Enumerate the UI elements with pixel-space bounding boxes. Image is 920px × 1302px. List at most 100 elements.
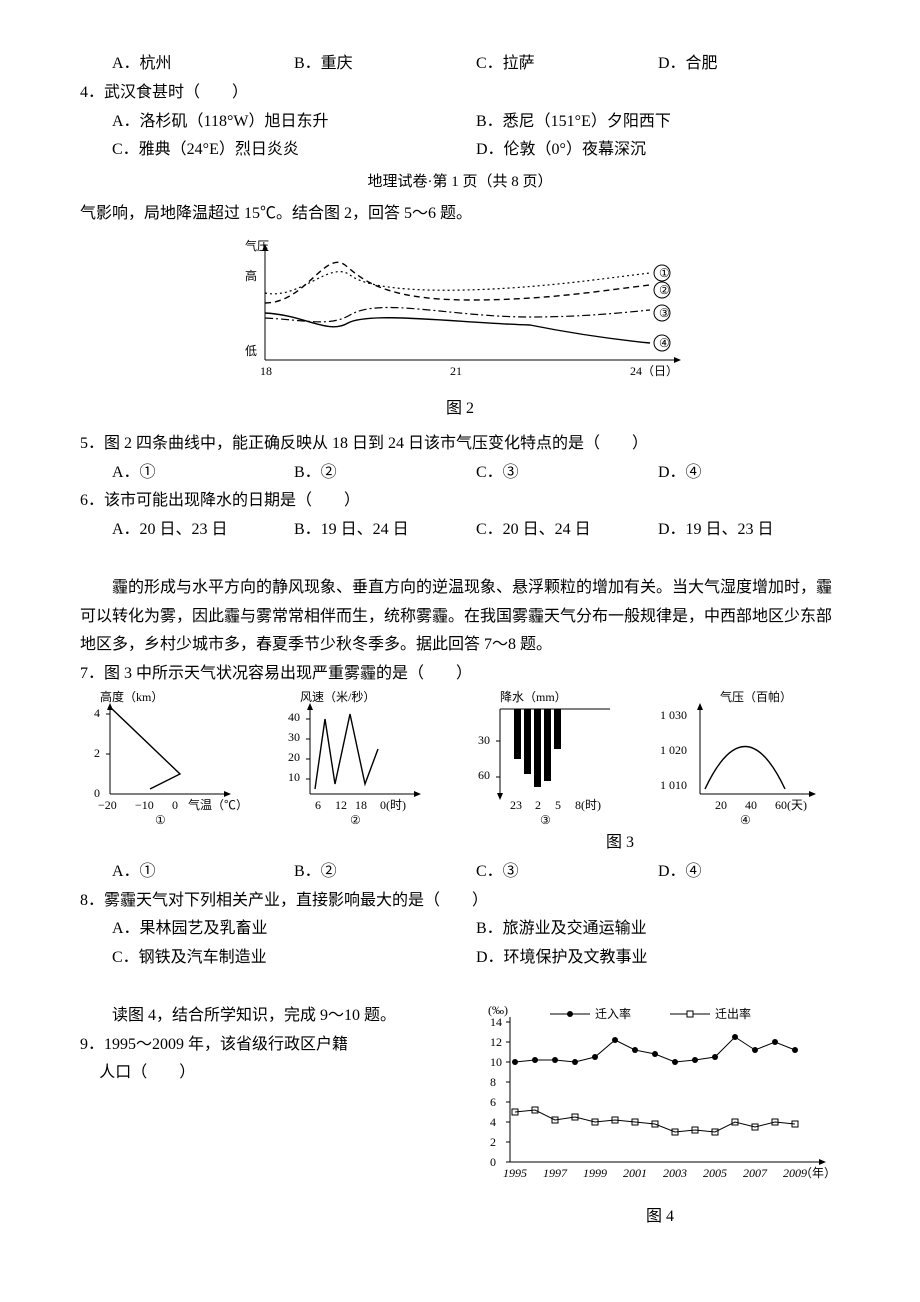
svg-text:60(天): 60(天) <box>775 798 807 812</box>
q4-stem: 4． 武汉食甚时（ ） <box>80 79 840 108</box>
fig2-lbl2: ② <box>659 283 670 297</box>
q7-stem: 图 3 中所示天气状况容易出现严重雾霾的是（ ） <box>104 660 472 689</box>
svg-text:气压（百帕）: 气压（百帕） <box>720 689 792 704</box>
svg-text:12: 12 <box>335 798 347 812</box>
svg-text:30: 30 <box>288 730 300 744</box>
q3-opt-b: B．重庆 <box>294 50 476 79</box>
q3-opt-a: A．杭州 <box>112 50 294 79</box>
svg-text:20: 20 <box>288 750 300 764</box>
intro-9-10: 读图 4，结合所学知识，完成 9～10 题。 <box>80 1002 470 1031</box>
q8-opt-c: C．钢铁及汽车制造业 <box>112 944 476 973</box>
svg-text:−20: −20 <box>98 798 117 812</box>
fig2-curve-2 <box>265 262 650 303</box>
q9-stem-b: 人口（ ） <box>80 1059 470 1088</box>
q6-num: 6． <box>80 487 104 516</box>
fig3-panel-4: 气压（百帕） 1 010 1 020 1 030 20 40 60(天) ④ <box>660 689 840 829</box>
q8-num: 8． <box>80 887 104 916</box>
figure-4: (‰) 02468101214 199519971999200120032005… <box>480 1002 840 1232</box>
q3-options: A．杭州 B．重庆 C．拉萨 D．合肥 <box>80 50 840 79</box>
svg-text:2005: 2005 <box>703 1166 727 1180</box>
intro-5-6: 气影响，局地降温超过 15℃。结合图 2，回答 5～6 题。 <box>80 200 840 229</box>
svg-text:40: 40 <box>745 798 757 812</box>
svg-text:40: 40 <box>288 710 300 724</box>
fig4-caption: 图 4 <box>480 1203 840 1232</box>
q6-opt-a: A．20 日、23 日 <box>112 516 294 545</box>
q8-opt-d: D．环境保护及文教事业 <box>476 944 840 973</box>
fig2-lo: 低 <box>245 344 257 358</box>
q3-opt-c: C．拉萨 <box>476 50 658 79</box>
svg-text:2007: 2007 <box>743 1166 768 1180</box>
svg-text:6: 6 <box>490 1095 496 1109</box>
q7-num: 7． <box>80 660 104 689</box>
svg-text:−10: −10 <box>135 798 154 812</box>
svg-text:12: 12 <box>490 1035 502 1049</box>
svg-text:1995: 1995 <box>503 1166 527 1180</box>
svg-text:1999: 1999 <box>583 1166 607 1180</box>
page-footer: 地理试卷·第 1 页（共 8 页） <box>80 169 840 196</box>
q9-num: 9． <box>80 1031 104 1060</box>
svg-text:气温（℃）: 气温（℃） <box>188 797 248 812</box>
fig2-x2: 21 <box>450 364 462 378</box>
fig2-x3: 24（日） <box>630 364 678 378</box>
q6-stem-row: 6． 该市可能出现降水的日期是（ ） <box>80 487 840 516</box>
q8-opt-b: B．旅游业及交通运输业 <box>476 915 840 944</box>
fig2-curve-1 <box>265 272 650 294</box>
q8-stem-row: 8． 雾霾天气对下列相关产业，直接影响最大的是（ ） <box>80 887 840 916</box>
svg-text:6: 6 <box>315 798 321 812</box>
figure-3: 高度（km） 0 2 4 −20 −10 0 气温（℃） ① 风速（米/秒） 1… <box>80 689 840 829</box>
q9-stem-a: 1995～2009 年，该省级行政区户籍 <box>104 1031 348 1060</box>
svg-text:迁入率: 迁入率 <box>595 1006 631 1021</box>
svg-text:14: 14 <box>490 1015 502 1029</box>
svg-text:①: ① <box>155 813 166 827</box>
q5-opt-b: B．② <box>294 459 476 488</box>
svg-text:4: 4 <box>490 1115 496 1129</box>
figure-2: 气压 高 低 18 21 24（日） ① ② ③ ④ 图 2 <box>80 235 840 424</box>
svg-text:5: 5 <box>555 798 561 812</box>
q5-opt-a: A．① <box>112 459 294 488</box>
q6-opt-b: B．19 日、24 日 <box>294 516 476 545</box>
svg-text:（年）: （年） <box>800 1166 836 1180</box>
fig2-lbl4: ④ <box>659 336 670 350</box>
q4-text: 武汉食甚时（ ） <box>104 79 248 108</box>
svg-text:2: 2 <box>490 1135 496 1149</box>
q5-opt-c: C．③ <box>476 459 658 488</box>
q7-opt-d: D．④ <box>658 858 840 887</box>
figure-4-svg: (‰) 02468101214 199519971999200120032005… <box>480 1002 840 1192</box>
q6-options: A．20 日、23 日 B．19 日、24 日 C．20 日、24 日 D．19… <box>80 516 840 545</box>
svg-text:0: 0 <box>172 798 178 812</box>
fig3-p1-title: 高度（km） <box>100 689 163 704</box>
svg-text:1 020: 1 020 <box>660 743 687 757</box>
svg-text:2001: 2001 <box>623 1166 647 1180</box>
q8-stem: 雾霾天气对下列相关产业，直接影响最大的是（ ） <box>104 887 488 916</box>
fig2-ylabel: 气压 <box>245 238 269 253</box>
fig2-curve-3 <box>265 307 650 321</box>
svg-text:60: 60 <box>478 768 490 782</box>
q9-stem-row: 9． 1995～2009 年，该省级行政区户籍 <box>80 1031 470 1060</box>
svg-text:③: ③ <box>540 813 551 827</box>
q6-opt-d: D．19 日、23 日 <box>658 516 840 545</box>
fig3-panel-3: 降水（mm） 30 60 23 2 5 8(时) ③ <box>470 689 640 829</box>
q7-opt-b: B．② <box>294 858 476 887</box>
q6-opt-c: C．20 日、24 日 <box>476 516 658 545</box>
svg-text:0(时): 0(时) <box>380 798 406 812</box>
q7-stem-row: 7． 图 3 中所示天气状况容易出现严重雾霾的是（ ） <box>80 660 840 689</box>
q5-stem: 图 2 四条曲线中，能正确反映从 18 日到 24 日该市气压变化特点的是（ ） <box>104 430 648 459</box>
q8-options: A．果林园艺及乳畜业 B．旅游业及交通运输业 C．钢铁及汽车制造业 D．环境保护… <box>80 915 840 973</box>
svg-text:2: 2 <box>535 798 541 812</box>
q6-stem: 该市可能出现降水的日期是（ ） <box>104 487 360 516</box>
q4-opt-c: C．雅典（24°E）烈日炎炎 <box>112 136 476 165</box>
svg-text:②: ② <box>350 813 361 827</box>
passage-7-8: 霾的形成与水平方向的静风现象、垂直方向的逆温现象、悬浮颗粒的增加有关。当大气湿度… <box>80 574 840 660</box>
figure-2-svg: 气压 高 低 18 21 24（日） ① ② ③ ④ <box>210 235 710 395</box>
q8-opt-a: A．果林园艺及乳畜业 <box>112 915 476 944</box>
q7-opt-a: A．① <box>112 858 294 887</box>
q3-opt-d: D．合肥 <box>658 50 840 79</box>
svg-text:1997: 1997 <box>543 1166 568 1180</box>
svg-text:2003: 2003 <box>663 1166 687 1180</box>
q4-options: A．洛杉矶（118°W）旭日东升 B．悉尼（151°E）夕阳西下 C．雅典（24… <box>80 108 840 166</box>
svg-text:18: 18 <box>355 798 367 812</box>
svg-text:降水（mm）: 降水（mm） <box>500 690 567 704</box>
svg-text:2: 2 <box>94 746 100 760</box>
fig3-panel-1: 高度（km） 0 2 4 −20 −10 0 气温（℃） ① <box>80 689 260 829</box>
fig2-hi: 高 <box>245 268 257 283</box>
